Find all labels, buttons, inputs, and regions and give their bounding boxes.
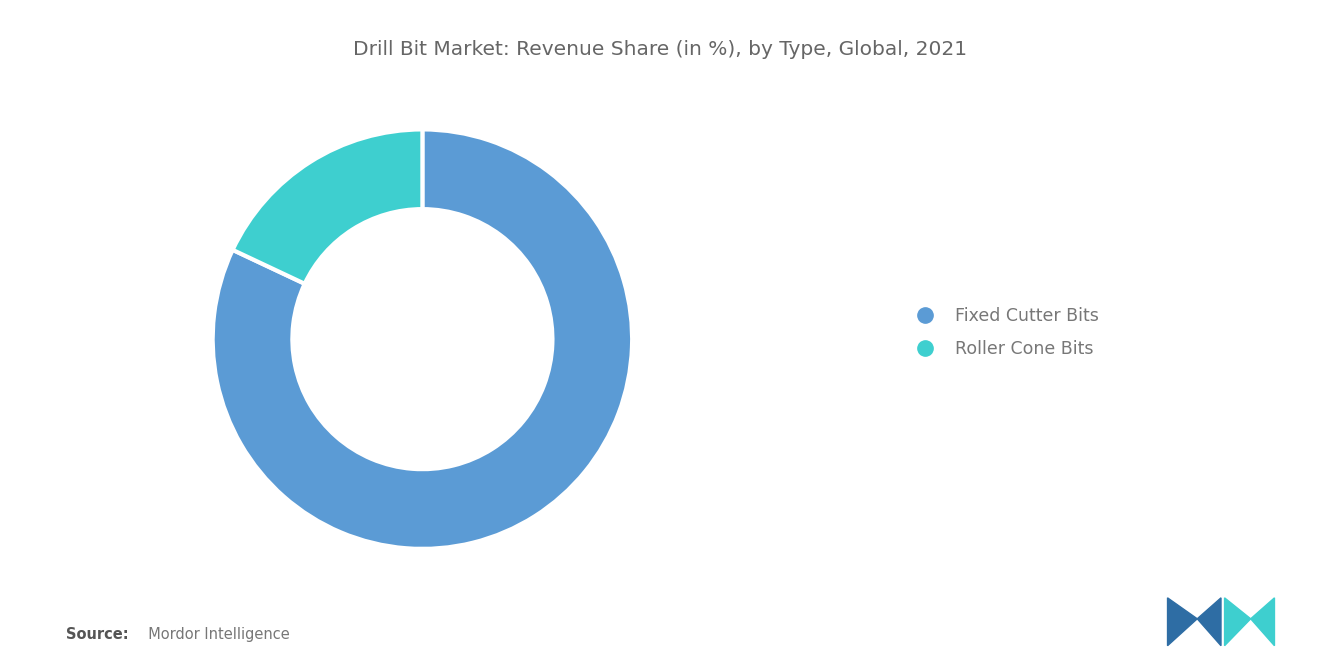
Polygon shape	[1250, 598, 1274, 646]
Text: Drill Bit Market: Revenue Share (in %), by Type, Global, 2021: Drill Bit Market: Revenue Share (in %), …	[352, 40, 968, 59]
Wedge shape	[213, 130, 632, 549]
Legend: Fixed Cutter Bits, Roller Cone Bits: Fixed Cutter Bits, Roller Cone Bits	[891, 289, 1115, 376]
Polygon shape	[1197, 598, 1221, 646]
Polygon shape	[1167, 598, 1197, 646]
Polygon shape	[1225, 598, 1250, 646]
Text: Source:: Source:	[66, 626, 128, 642]
Wedge shape	[232, 130, 422, 284]
Text: Mordor Intelligence: Mordor Intelligence	[139, 626, 289, 642]
